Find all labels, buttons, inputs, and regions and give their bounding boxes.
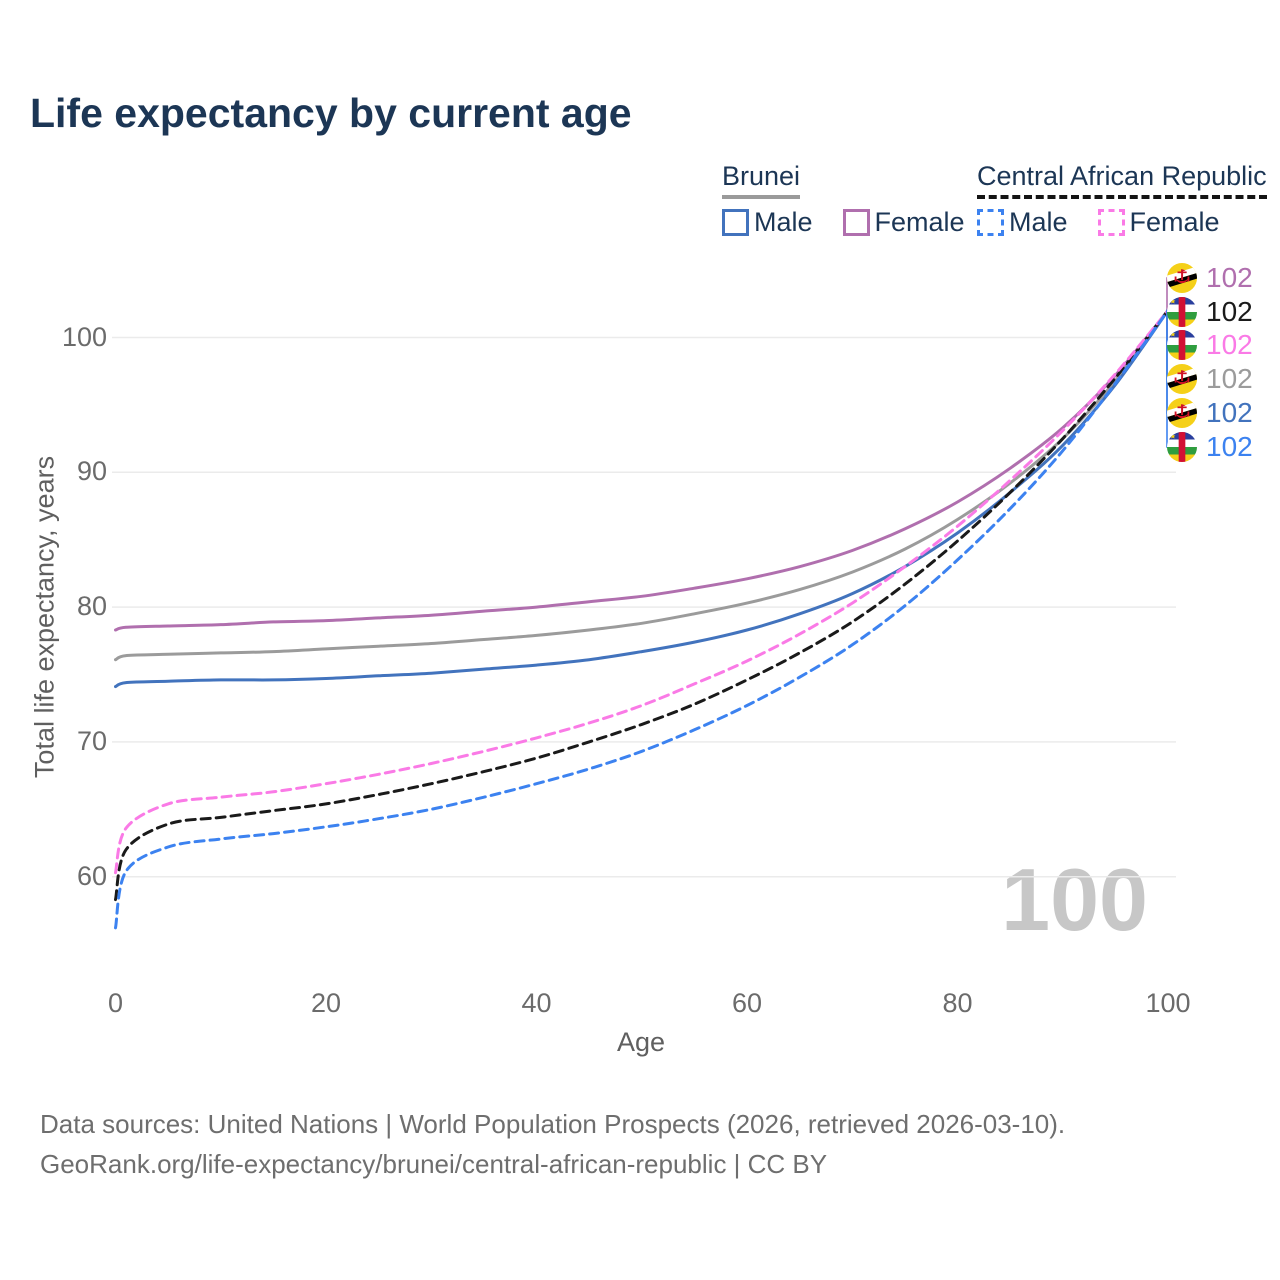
end-value-label: 102 <box>1206 329 1253 360</box>
end-value-label: 102 <box>1206 397 1253 428</box>
end-label-row-central-african-republic-both-sexes: 102 <box>1167 297 1253 327</box>
x-tick-0: 0 <box>107 988 124 1018</box>
legend-item-brunei-male[interactable]: Male <box>722 207 813 238</box>
legend-group-brunei: Brunei Male Female <box>722 161 965 238</box>
legend-label-brunei-male: Male <box>754 207 813 237</box>
legend-label-car-male: Male <box>1009 207 1068 237</box>
central-african-republic-flag-icon <box>1167 330 1197 360</box>
x-tick-40: 40 <box>521 988 552 1018</box>
footer: Data sources: United Nations | World Pop… <box>40 1104 1065 1184</box>
brunei-flag-icon <box>1167 263 1197 293</box>
legend-label-brunei-female: Female <box>874 207 965 237</box>
central-african-republic-flag-icon <box>1167 432 1197 462</box>
end-label-row-brunei-both-sexes: 102 <box>1167 364 1253 394</box>
end-value-label: 102 <box>1206 296 1253 327</box>
end-value-label: 102 <box>1206 363 1253 394</box>
end-label-row-central-african-republic-female: 102 <box>1167 330 1253 360</box>
y-tick-60: 60 <box>76 860 107 891</box>
series-line-brunei-male <box>114 309 1170 689</box>
y-tick-80: 80 <box>76 591 107 622</box>
x-tick-100: 100 <box>1145 988 1191 1018</box>
brunei-female-swatch-icon <box>842 209 870 236</box>
legend-country-brunei[interactable]: Brunei <box>722 161 801 199</box>
legend-items-brunei: Male Female <box>722 207 965 238</box>
y-tick-70: 70 <box>76 725 107 756</box>
legend-item-brunei-female[interactable]: Female <box>842 207 965 238</box>
page-title: Life expectancy by current age <box>30 90 632 136</box>
y-tick-100: 100 <box>61 321 107 352</box>
brunei-male-swatch-icon <box>722 209 749 236</box>
x-tick-80: 80 <box>942 988 973 1018</box>
end-label-row-brunei-male: 102 <box>1167 398 1253 428</box>
end-value-label: 102 <box>1206 262 1253 293</box>
y-tick-90: 90 <box>76 456 107 487</box>
end-label-row-central-african-republic-male: 102 <box>1167 432 1253 462</box>
end-label-row-brunei-female: 102 <box>1167 263 1253 293</box>
legend-item-car-female[interactable]: Female <box>1097 207 1220 238</box>
car-male-swatch-icon <box>977 209 1004 236</box>
series-line-central-african-republic-both-sexes <box>114 309 1170 902</box>
footer-data-sources: Data sources: United Nations | World Pop… <box>40 1109 1066 1139</box>
series-line-central-african-republic-female <box>114 309 1170 875</box>
brunei-flag-icon <box>1167 364 1197 394</box>
legend-label-car-female: Female <box>1129 207 1220 237</box>
age-frame-watermark: 100 <box>1001 850 1148 949</box>
brunei-flag-icon <box>1167 398 1197 428</box>
x-tick-60: 60 <box>731 988 763 1018</box>
legend-group-central-african-republic: Central African Republic Male Female <box>977 161 1267 238</box>
legend-items-central-african-republic: Male Female <box>977 207 1267 238</box>
series-line-central-african-republic-male <box>114 309 1170 930</box>
legend-item-car-male[interactable]: Male <box>977 207 1068 238</box>
x-axis-title: Age <box>616 1027 666 1057</box>
y-axis-title: Total life expectancy, years <box>29 455 60 779</box>
footer-attribution: GeoRank.org/life-expectancy/brunei/centr… <box>40 1149 828 1179</box>
series-line-brunei-female <box>114 309 1170 632</box>
car-female-swatch-icon <box>1097 209 1125 236</box>
legend-country-central-african-republic[interactable]: Central African Republic <box>977 161 1267 199</box>
x-tick-20: 20 <box>310 988 342 1018</box>
central-african-republic-flag-icon <box>1167 297 1197 327</box>
end-value-label: 102 <box>1206 431 1253 462</box>
